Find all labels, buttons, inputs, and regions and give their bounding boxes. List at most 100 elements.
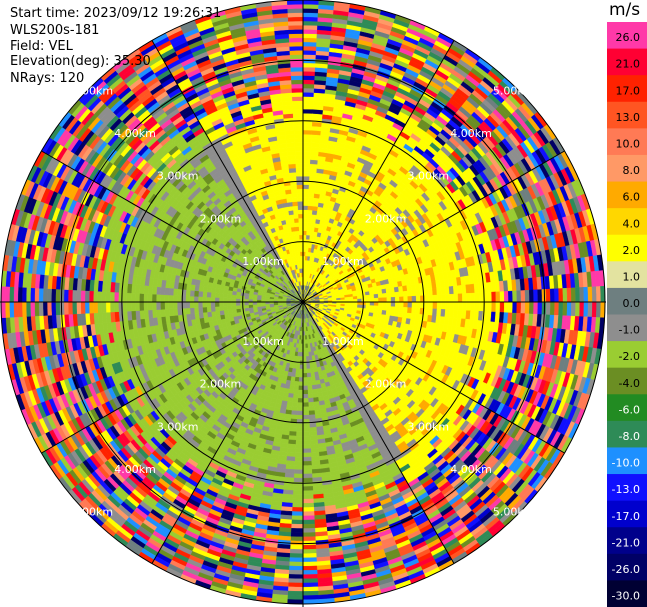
velocity-gate bbox=[474, 301, 480, 312]
velocity-gate bbox=[308, 184, 316, 190]
velocity-gate bbox=[295, 435, 304, 441]
velocity-gate bbox=[382, 297, 388, 303]
velocity-gate bbox=[424, 301, 430, 309]
velocity-gate bbox=[386, 297, 392, 303]
velocity-gate bbox=[587, 286, 593, 303]
velocity-gate bbox=[288, 561, 304, 567]
velocity-gate bbox=[399, 301, 404, 308]
velocity-gate bbox=[290, 532, 304, 538]
velocity-gate bbox=[503, 301, 509, 314]
velocity-gate bbox=[302, 368, 307, 374]
velocity-gate bbox=[302, 431, 311, 437]
velocity-gate bbox=[302, 175, 310, 181]
velocity-gate bbox=[312, 205, 319, 212]
velocity-gate bbox=[288, 578, 304, 584]
velocity-gate bbox=[308, 401, 315, 407]
velocity-gate bbox=[309, 435, 318, 441]
velocity-gate bbox=[440, 294, 446, 303]
velocity-gate bbox=[545, 288, 551, 303]
velocity-gate bbox=[411, 295, 417, 303]
velocity-gate bbox=[310, 372, 316, 378]
velocity-gate bbox=[377, 293, 383, 299]
velocity-gate bbox=[348, 296, 354, 300]
velocity-gate bbox=[302, 398, 309, 403]
velocity-gate bbox=[302, 146, 312, 152]
velocity-gate bbox=[558, 288, 564, 303]
velocity-gate bbox=[415, 301, 421, 309]
velocity-gate bbox=[291, 519, 304, 525]
velocity-gate bbox=[554, 301, 560, 316]
velocity-gate bbox=[461, 301, 467, 311]
velocity-gate bbox=[302, 50, 317, 56]
velocity-gate bbox=[289, 557, 304, 563]
velocity-gate bbox=[302, 8, 319, 14]
velocity-gate bbox=[365, 301, 371, 306]
velocity-gate bbox=[302, 201, 309, 206]
velocity-gate bbox=[287, 586, 304, 592]
velocity-gate bbox=[302, 511, 315, 517]
velocity-gate bbox=[295, 444, 304, 450]
velocity-gate bbox=[297, 393, 304, 399]
velocity-gate bbox=[465, 284, 471, 294]
velocity-gate bbox=[302, 222, 308, 227]
velocity-gate bbox=[297, 398, 304, 403]
velocity-gate bbox=[302, 54, 317, 60]
velocity-gate bbox=[306, 234, 311, 240]
velocity-gate bbox=[308, 414, 316, 420]
velocity-gate bbox=[287, 439, 297, 445]
velocity-gate bbox=[478, 301, 484, 312]
velocity-gate bbox=[466, 301, 472, 312]
velocity-gate bbox=[309, 368, 315, 374]
velocity-gate bbox=[453, 293, 459, 303]
velocity-gate bbox=[394, 306, 400, 313]
velocity-gate bbox=[293, 469, 304, 475]
velocity-gate bbox=[302, 377, 308, 382]
velocity-gate bbox=[307, 397, 314, 403]
velocity-gate bbox=[302, 87, 315, 93]
velocity-gate bbox=[390, 301, 396, 308]
velocity-gate bbox=[292, 393, 299, 399]
velocity-gate bbox=[440, 301, 446, 310]
velocity-gate bbox=[570, 287, 576, 303]
velocity-gate bbox=[297, 406, 304, 412]
velocity-gate bbox=[382, 305, 388, 312]
velocity-gate bbox=[302, 519, 315, 525]
velocity-gate bbox=[293, 465, 304, 471]
velocity-gate bbox=[528, 289, 534, 303]
velocity-gate bbox=[394, 296, 400, 303]
velocity-gate bbox=[520, 301, 526, 314]
velocity-gate bbox=[369, 294, 375, 299]
velocity-gate bbox=[307, 201, 314, 207]
velocity-gate bbox=[436, 287, 442, 296]
velocity-gate bbox=[579, 301, 585, 317]
velocity-gate bbox=[292, 494, 304, 500]
velocity-gate bbox=[302, 142, 312, 148]
velocity-gate bbox=[415, 307, 421, 315]
velocity-gate bbox=[402, 307, 408, 314]
velocity-gate bbox=[302, 150, 312, 156]
velocity-gate bbox=[302, 108, 314, 114]
velocity-gate bbox=[390, 306, 396, 312]
velocity-gate bbox=[461, 293, 467, 303]
velocity-gate bbox=[457, 293, 463, 303]
velocity-gate bbox=[507, 301, 513, 314]
velocity-gate bbox=[432, 294, 438, 303]
velocity-gate bbox=[562, 301, 568, 317]
velocity-gate bbox=[296, 410, 304, 416]
velocity-gates bbox=[0, 0, 606, 605]
velocity-gate bbox=[293, 477, 304, 483]
velocity-gate bbox=[302, 29, 318, 35]
velocity-gate bbox=[423, 308, 429, 316]
velocity-gate bbox=[292, 486, 304, 492]
velocity-gate bbox=[403, 296, 409, 303]
velocity-gate bbox=[302, 557, 317, 563]
velocity-gate bbox=[302, 129, 313, 135]
velocity-gate bbox=[288, 435, 297, 441]
velocity-gate bbox=[309, 431, 318, 437]
velocity-gate bbox=[309, 171, 317, 178]
velocity-gate bbox=[381, 288, 387, 294]
velocity-gate bbox=[290, 410, 298, 416]
velocity-gate bbox=[407, 307, 413, 314]
velocity-gate bbox=[302, 66, 316, 72]
velocity-gate bbox=[302, 372, 308, 378]
